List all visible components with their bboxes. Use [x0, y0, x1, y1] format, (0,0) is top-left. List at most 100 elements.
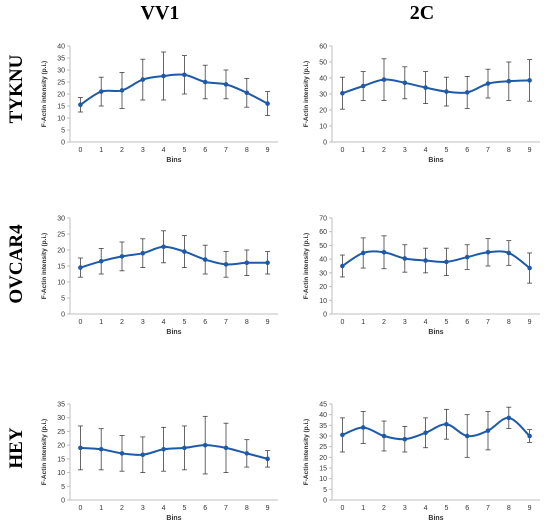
x-tick-label: 7	[224, 147, 228, 154]
y-tick-label: 10	[319, 298, 327, 305]
y-tick-label: 10	[319, 476, 327, 483]
x-tick-label: 4	[162, 147, 166, 154]
x-axis-title: Bins	[428, 329, 443, 336]
data-point	[161, 73, 166, 79]
y-tick-label: 0	[61, 312, 65, 319]
data-point	[161, 446, 166, 452]
y-axis-title: F-Actin intensity (p.i.)	[41, 61, 48, 127]
y-tick-label: 50	[319, 60, 327, 67]
y-tick-label: 25	[57, 232, 65, 239]
column-title-vv1: VV1	[140, 2, 180, 24]
y-tick-label: 30	[319, 270, 327, 277]
y-tick-label: 0	[323, 498, 327, 505]
y-tick-label: 15	[57, 456, 65, 463]
y-tick-label: 35	[319, 423, 327, 430]
data-point	[506, 415, 512, 421]
data-point	[119, 88, 125, 93]
chart-hey-vv1: 0 5 10 15 20 25 30 35 0 1 2 3 4 5 6 7 8 9 Bins F-Actin inte…	[41, 402, 278, 522]
x-axis-title: Bins	[428, 515, 443, 522]
row-title-ovcar4: OVCAR4	[6, 224, 27, 304]
y-tick-label: 10	[57, 116, 65, 123]
y-tick-label: 50	[319, 243, 327, 250]
x-tick-label: 9	[266, 505, 270, 512]
x-tick-label: 1	[99, 505, 103, 512]
y-tick-label: 5	[61, 128, 65, 135]
data-point	[527, 78, 532, 83]
y-tick-label: 0	[323, 140, 327, 147]
data-point	[244, 451, 250, 456]
y-tick-label: 20	[57, 443, 65, 450]
y-tick-label: 35	[57, 56, 65, 63]
x-tick-label: 6	[465, 505, 469, 512]
x-axis-title: Bins	[166, 515, 181, 522]
x-tick-label: 9	[528, 319, 532, 326]
y-tick-label: 15	[319, 466, 327, 473]
y-tick-label: 70	[319, 216, 327, 223]
y-tick-label: 30	[319, 92, 327, 99]
x-tick-label: 8	[245, 505, 249, 512]
data-point	[202, 442, 208, 448]
x-tick-label: 6	[465, 319, 469, 326]
x-tick-label: 4	[162, 319, 166, 326]
data-point	[98, 89, 104, 94]
data-point	[140, 452, 146, 458]
series-line	[341, 250, 531, 269]
y-tick-label: 0	[61, 498, 65, 505]
x-tick-label: 6	[203, 505, 207, 512]
data-point	[140, 77, 146, 82]
data-point	[527, 265, 532, 271]
y-tick-label: 15	[57, 264, 65, 271]
x-tick-label: 2	[120, 147, 124, 154]
data-point	[506, 250, 512, 256]
y-tick-label: 20	[319, 284, 327, 291]
y-tick-label: 25	[57, 429, 65, 436]
x-tick-label: 7	[486, 505, 490, 512]
y-tick-label: 10	[57, 470, 65, 477]
y-tick-label: 20	[57, 92, 65, 99]
chart-tyknu-vv1: 0 5 10 15 20 25 30 35 40 0 1 2 3 4 5 6 7 8 9 Bins F-Actin in…	[41, 44, 278, 164]
data-point	[244, 90, 250, 96]
data-point	[265, 101, 270, 106]
data-point	[444, 259, 449, 265]
x-tick-label: 3	[403, 505, 407, 512]
y-tick-label: 30	[57, 68, 65, 75]
x-tick-label: 7	[224, 319, 228, 326]
x-tick-label: 8	[507, 319, 511, 326]
data-point	[464, 254, 470, 260]
data-point	[182, 249, 187, 254]
data-point	[78, 445, 83, 451]
x-tick-label: 6	[203, 319, 207, 326]
x-tick-label: 7	[224, 505, 228, 512]
y-tick-label: 0	[61, 140, 65, 147]
x-tick-label: 1	[361, 319, 365, 326]
x-axis-title: Bins	[166, 329, 181, 336]
x-tick-label: 8	[245, 147, 249, 154]
y-tick-label: 10	[57, 280, 65, 287]
data-point	[423, 430, 428, 436]
x-axis-title: Bins	[166, 157, 181, 164]
y-tick-label: 0	[323, 312, 327, 319]
y-tick-label: 25	[319, 444, 327, 451]
data-point	[485, 81, 491, 86]
data-point	[78, 265, 83, 270]
data-point	[340, 90, 345, 96]
x-tick-label: 6	[203, 147, 207, 154]
y-tick-label: 5	[61, 296, 65, 303]
x-tick-label: 2	[382, 505, 386, 512]
data-point	[98, 258, 104, 264]
y-tick-label: 45	[319, 402, 327, 409]
x-tick-label: 3	[141, 147, 145, 154]
data-point	[340, 432, 345, 438]
y-tick-label: 20	[319, 455, 327, 462]
x-tick-label: 8	[245, 319, 249, 326]
x-tick-label: 1	[99, 319, 103, 326]
data-point	[402, 436, 408, 442]
series-line	[79, 73, 269, 106]
x-tick-label: 5	[182, 505, 186, 512]
x-tick-label: 3	[141, 505, 145, 512]
y-tick-label: 10	[319, 124, 327, 131]
data-point	[506, 78, 512, 84]
x-tick-label: 0	[340, 319, 344, 326]
data-point	[244, 260, 250, 266]
